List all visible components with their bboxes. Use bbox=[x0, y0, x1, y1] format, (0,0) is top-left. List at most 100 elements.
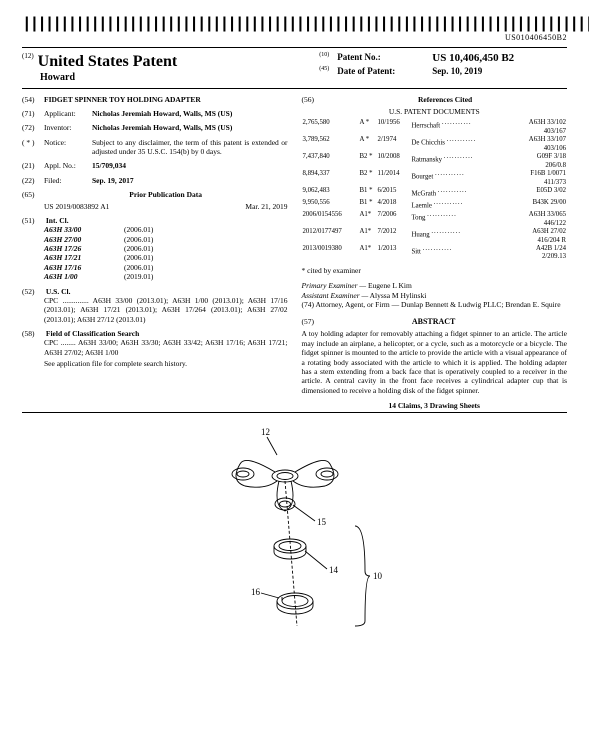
primary-examiner-label: Primary Examiner — bbox=[302, 281, 367, 290]
examiners-block: Primary Examiner — Eugene L Kim Assistan… bbox=[302, 281, 568, 309]
ref-date: 7/2012 bbox=[377, 228, 411, 245]
intcl-year: (2006.01) bbox=[124, 253, 153, 262]
patent-no-label: Patent No.: bbox=[337, 52, 432, 66]
ref-name: Laemle ........... bbox=[411, 199, 512, 211]
assistant-examiner-value: Alyssa M Hylinski bbox=[370, 291, 427, 300]
field-num-56: (56) bbox=[302, 95, 324, 104]
intcl-code: A63H 17/21 bbox=[44, 253, 124, 262]
ref-date: 11/2014 bbox=[377, 170, 411, 187]
field-num-22: (22) bbox=[22, 176, 44, 185]
ref-date: 4/2018 bbox=[377, 199, 411, 211]
uscl-cpc: CPC .............. A63H 33/00 (2013.01);… bbox=[22, 296, 288, 324]
us-patent-title: United States Patent bbox=[38, 53, 178, 70]
intcl-code: A63H 27/00 bbox=[44, 235, 124, 244]
ref-patent-no: 8,894,337 bbox=[302, 170, 359, 187]
prior-pub-date: Mar. 21, 2019 bbox=[245, 202, 287, 211]
applicant-value: Nicholas Jeremiah Howard, Walls, MS (US) bbox=[92, 109, 288, 118]
field-num-notice: ( * ) bbox=[22, 138, 44, 157]
ref-name: Ratmansky ........... bbox=[411, 153, 512, 170]
ref-patent-no: 9,062,483 bbox=[302, 187, 359, 199]
ref-patent-no: 3,789,562 bbox=[302, 136, 359, 153]
refs-subheading: U.S. PATENT DOCUMENTS bbox=[302, 107, 568, 116]
ref-class: G09F 3/18206/0.8 bbox=[511, 153, 567, 170]
intcl-year: (2006.01) bbox=[124, 235, 153, 244]
reference-row: 9,950,556B1 *4/2018Laemle ...........B43… bbox=[302, 199, 568, 211]
ref-name: Bourget ........... bbox=[411, 170, 512, 187]
header-block: (12) United States Patent Howard (10) Pa… bbox=[22, 47, 567, 89]
intcl-rows: A63H 33/00(2006.01)A63H 27/00(2006.01)A6… bbox=[22, 225, 288, 281]
field-num-65: (65) bbox=[22, 190, 44, 199]
ref-name: Huang ........... bbox=[411, 228, 512, 245]
ref-kind: A1* bbox=[359, 245, 377, 262]
code-45: (45) bbox=[319, 66, 337, 77]
refs-heading: References Cited bbox=[325, 95, 565, 104]
field-num-54: (54) bbox=[22, 95, 44, 104]
fosearch-cpc: CPC ........ A63H 33/00; A63H 33/30; A63… bbox=[22, 338, 288, 357]
references-table: 2,765,580A *10/1956Herrschaft ..........… bbox=[302, 119, 568, 262]
fig-label-12: 12 bbox=[261, 427, 270, 437]
ref-class: F16B 1/0071411/373 bbox=[511, 170, 567, 187]
ref-kind: A * bbox=[359, 136, 377, 153]
applicant-label: Applicant: bbox=[44, 109, 92, 118]
field-num-72: (72) bbox=[22, 123, 44, 132]
abstract-text: A toy holding adapter for removably atta… bbox=[302, 329, 568, 395]
reference-row: 2012/0177497A1*7/2012Huang ...........A6… bbox=[302, 228, 568, 245]
ref-name: Herrschaft ........... bbox=[411, 119, 512, 136]
ref-class: A42B 1/242/209.13 bbox=[511, 245, 567, 262]
ref-date: 10/1956 bbox=[377, 119, 411, 136]
fig-label-16: 16 bbox=[251, 587, 261, 597]
separator-line bbox=[22, 412, 567, 413]
applno-value: 15/709,034 bbox=[92, 161, 288, 170]
document-number: US010406450B2 bbox=[22, 33, 567, 43]
ref-class: A63H 33/065446/122 bbox=[511, 211, 567, 228]
bibliographic-columns: (54) FIDGET SPINNER TOY HOLDING ADAPTER … bbox=[22, 95, 567, 411]
intcl-code: A63H 17/16 bbox=[44, 263, 124, 272]
date-of-patent-value: Sep. 10, 2019 bbox=[432, 66, 482, 77]
code-12: (12) bbox=[22, 52, 34, 60]
ref-date: 10/2008 bbox=[377, 153, 411, 170]
prior-pub-number: US 2019/0083892 A1 bbox=[44, 202, 245, 211]
reference-row: 2006/0154556A1*7/2006Tong ...........A63… bbox=[302, 211, 568, 228]
ref-name: Sitt ........... bbox=[411, 245, 512, 262]
notice-value: Subject to any disclaimer, the term of t… bbox=[92, 138, 288, 157]
ref-patent-no: 2006/0154556 bbox=[302, 211, 359, 228]
ref-date: 7/2006 bbox=[377, 211, 411, 228]
claims-sheets: 14 Claims, 3 Drawing Sheets bbox=[302, 401, 568, 410]
field-num-58: (58) bbox=[22, 329, 44, 338]
patent-front-page: ||||||||||||||||||||||||||||||||||||||||… bbox=[0, 0, 589, 646]
author-name: Howard bbox=[22, 72, 319, 85]
ref-kind: B1 * bbox=[359, 187, 377, 199]
barcode: ||||||||||||||||||||||||||||||||||||||||… bbox=[22, 10, 567, 34]
representative-drawing: 12 15 14 16 10 bbox=[22, 421, 567, 636]
field-num-21: (21) bbox=[22, 161, 44, 170]
primary-examiner-value: Eugene L Kim bbox=[368, 281, 412, 290]
reference-row: 8,894,337B2 *11/2014Bourget ...........F… bbox=[302, 170, 568, 187]
ref-date: 2/1974 bbox=[377, 136, 411, 153]
intcl-year: (2006.01) bbox=[124, 263, 153, 272]
invention-title: FIDGET SPINNER TOY HOLDING ADAPTER bbox=[44, 95, 201, 104]
ref-class: A63H 33/102403/167 bbox=[511, 119, 567, 136]
ref-patent-no: 2012/0177497 bbox=[302, 228, 359, 245]
date-of-patent-label: Date of Patent: bbox=[337, 66, 432, 77]
ref-class: A63H 27/02416/204 R bbox=[511, 228, 567, 245]
fig-label-15: 15 bbox=[317, 517, 327, 527]
filed-label: Filed: bbox=[44, 176, 92, 185]
ref-date: 1/2013 bbox=[377, 245, 411, 262]
ref-kind: B1 * bbox=[359, 199, 377, 211]
left-column: (54) FIDGET SPINNER TOY HOLDING ADAPTER … bbox=[22, 95, 288, 411]
reference-row: 9,062,483B1 *6/2015McGrath ...........E0… bbox=[302, 187, 568, 199]
ref-class: B43K 29/00 bbox=[511, 199, 567, 211]
fig-label-10: 10 bbox=[373, 571, 383, 581]
field-num-57: (57) bbox=[302, 317, 315, 326]
code-10: (10) bbox=[319, 52, 337, 66]
fig-label-14: 14 bbox=[329, 565, 339, 575]
right-column: (56) References Cited U.S. PATENT DOCUME… bbox=[302, 95, 568, 411]
intcl-code: A63H 1/00 bbox=[44, 272, 124, 281]
reference-row: 7,437,840B2 *10/2008Ratmansky ..........… bbox=[302, 153, 568, 170]
ref-kind: B2 * bbox=[359, 170, 377, 187]
patent-no-value: US 10,406,450 B2 bbox=[432, 52, 514, 66]
abstract-block: (57) ABSTRACT A toy holding adapter for … bbox=[302, 313, 568, 410]
ref-date: 6/2015 bbox=[377, 187, 411, 199]
attorney-value: Dunlap Bennett & Ludwig PLLC; Brendan E.… bbox=[401, 300, 561, 309]
attorney-label: (74) Attorney, Agent, or Firm — bbox=[302, 300, 400, 309]
